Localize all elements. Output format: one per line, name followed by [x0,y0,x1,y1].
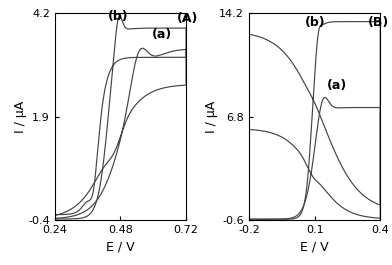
X-axis label: E / V: E / V [300,240,329,253]
Text: (b): (b) [108,10,129,23]
Text: (A): (A) [176,12,198,25]
Y-axis label: I / μA: I / μA [14,100,27,133]
Text: (a): (a) [152,28,172,41]
X-axis label: E / V: E / V [106,240,135,253]
Text: (a): (a) [327,79,347,92]
Y-axis label: I / μA: I / μA [205,100,218,133]
Text: (B): (B) [368,16,390,29]
Text: (b): (b) [305,16,325,29]
